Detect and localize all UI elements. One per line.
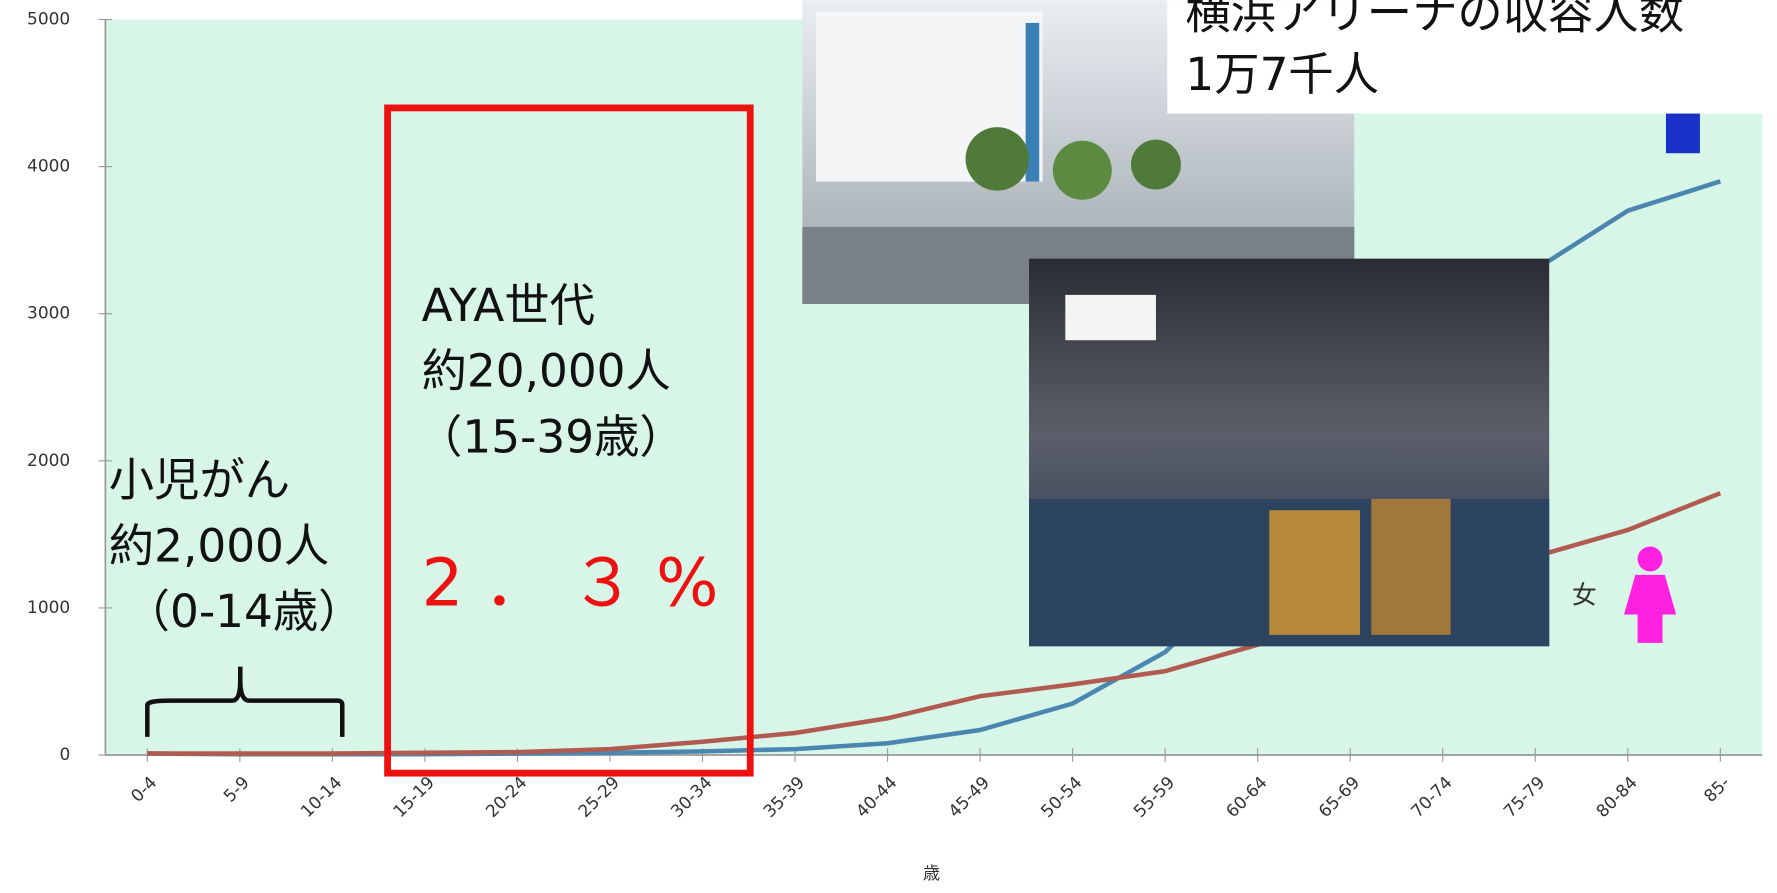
x-tick-label: 50-54 bbox=[1037, 773, 1086, 822]
y-tick-label: 3000 bbox=[27, 304, 70, 324]
x-tick-label: 80-84 bbox=[1593, 773, 1642, 822]
female-label: 女 bbox=[1572, 580, 1597, 609]
aya-label: （15-39歳） bbox=[417, 410, 685, 463]
x-tick-label: 5-9 bbox=[220, 773, 254, 807]
x-tick-label: 10-14 bbox=[297, 773, 346, 822]
y-tick-label: 4000 bbox=[27, 157, 70, 177]
x-tick-label: 85- bbox=[1700, 773, 1734, 807]
arena-caption: 横浜アリーナの収容人数 bbox=[1185, 0, 1684, 40]
x-tick-label: 25-29 bbox=[575, 773, 624, 822]
male-icon bbox=[1665, 113, 1700, 154]
x-tick-label: 0-4 bbox=[127, 773, 161, 807]
arena-caption-box bbox=[1167, 0, 1768, 114]
aya-label: 約20,000人 bbox=[422, 345, 671, 398]
child-label: 約2,000人 bbox=[109, 519, 329, 572]
y-tick-label: 1000 bbox=[27, 598, 70, 618]
aya-label: AYA世代 bbox=[422, 279, 595, 332]
aya-box bbox=[384, 104, 754, 777]
female-icon bbox=[1624, 546, 1677, 643]
child-label: 小児がん bbox=[109, 454, 290, 507]
child-label: （0-14歳） bbox=[125, 585, 364, 638]
y-tick-label: 2000 bbox=[27, 451, 70, 471]
y-tick-label: 0 bbox=[59, 745, 70, 765]
x-tick-label: 15-19 bbox=[390, 773, 439, 822]
x-tick-label: 30-34 bbox=[667, 773, 716, 822]
arena-interior-photo bbox=[1029, 258, 1550, 647]
x-tick-label: 60-64 bbox=[1223, 773, 1272, 822]
x-tick-label: 70-74 bbox=[1408, 773, 1457, 822]
x-tick-label: 35-39 bbox=[760, 773, 809, 822]
x-tick-label: 20-24 bbox=[482, 773, 531, 822]
arena-caption: 1万7千人 bbox=[1185, 48, 1379, 101]
x-tick-label: 75-79 bbox=[1500, 773, 1549, 822]
x-tick-label: 65-69 bbox=[1315, 773, 1364, 822]
child-brace bbox=[145, 666, 345, 737]
x-tick-label: 40-44 bbox=[852, 773, 901, 822]
x-tick-label: 55-59 bbox=[1130, 773, 1179, 822]
x-tick-label: 45-49 bbox=[945, 773, 994, 822]
y-tick-label: 5000 bbox=[27, 10, 70, 30]
aya-share: 2．３% bbox=[422, 544, 739, 621]
x-axis-label: 歳 bbox=[923, 864, 940, 884]
